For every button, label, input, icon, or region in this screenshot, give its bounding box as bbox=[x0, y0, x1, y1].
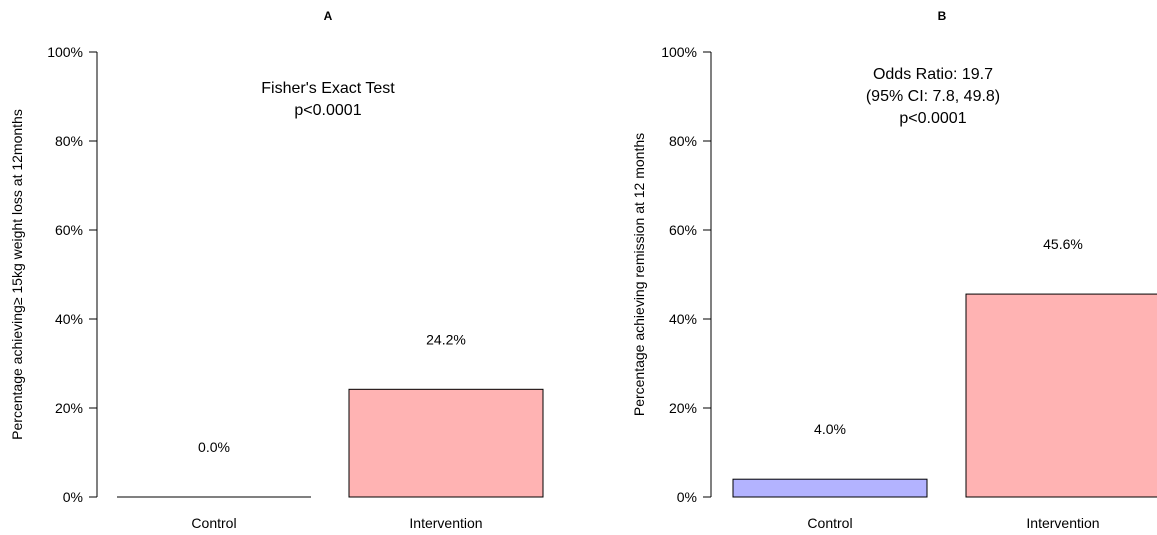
panel-b-category-label-intervention: Intervention bbox=[1026, 515, 1099, 531]
panel-b-title: B bbox=[938, 9, 947, 23]
panel-a-bar-intervention bbox=[348, 388, 544, 498]
panel-a-value-label-intervention: 24.2% bbox=[426, 331, 466, 347]
panel-a-annotation-line: Fisher's Exact Test bbox=[261, 80, 395, 97]
panel-b-value-label-control: 4.0% bbox=[814, 421, 846, 437]
panel-a-y-tick-label: 60% bbox=[55, 222, 83, 238]
panel-a-weight-loss-chart: A 0% 20% 40% 60% 80% 100% Percentage achieving≥… bbox=[9, 9, 544, 531]
panel-a-y-tick-label: 80% bbox=[55, 133, 83, 149]
panel-b-category-label-control: Control bbox=[807, 515, 852, 531]
panel-a-category-label-control: Control bbox=[191, 515, 236, 531]
panel-b-annotation-line: Odds Ratio: 19.7 bbox=[873, 66, 993, 83]
panel-b-y-tick-label: 80% bbox=[669, 133, 697, 149]
panel-a-title: A bbox=[324, 9, 333, 23]
panel-b-y-tick-label: 60% bbox=[669, 222, 697, 238]
panel-b-y-tick-label: 20% bbox=[669, 400, 697, 416]
panel-b-y-tick-label: 40% bbox=[669, 311, 697, 327]
panel-a-y-axis-label: Percentage achieving≥ 15kg weight loss a… bbox=[9, 109, 25, 440]
panel-a-annotation-line: p<0.0001 bbox=[294, 102, 361, 119]
panel-a-y-tick-label: 20% bbox=[55, 400, 83, 416]
panel-a-y-tick-label: 0% bbox=[63, 489, 83, 505]
panel-b-y-axis-label: Percentage achieving remission at 12 mon… bbox=[631, 133, 647, 416]
panel-a-y-tick-label: 40% bbox=[55, 311, 83, 327]
panel-b-value-label-intervention: 45.6% bbox=[1043, 236, 1083, 252]
panel-b-annotation-line: p<0.0001 bbox=[899, 110, 966, 127]
panel-b-annotation-line: (95% CI: 7.8, 49.8) bbox=[866, 88, 1000, 105]
panel-b-y-tick-label: 0% bbox=[677, 489, 697, 505]
panel-b-bar-control bbox=[732, 478, 928, 498]
panel-a-y-tick-label: 100% bbox=[47, 44, 83, 60]
panel-b-bar-intervention bbox=[965, 293, 1157, 498]
panel-a-value-label-control: 0.0% bbox=[198, 439, 230, 455]
panel-b-remission-chart: B 0% 20% 40% 60% 80% 100% Percentage achieving … bbox=[631, 9, 1157, 531]
panel-b-y-tick-label: 100% bbox=[661, 44, 697, 60]
panel-a-category-label-intervention: Intervention bbox=[409, 515, 482, 531]
